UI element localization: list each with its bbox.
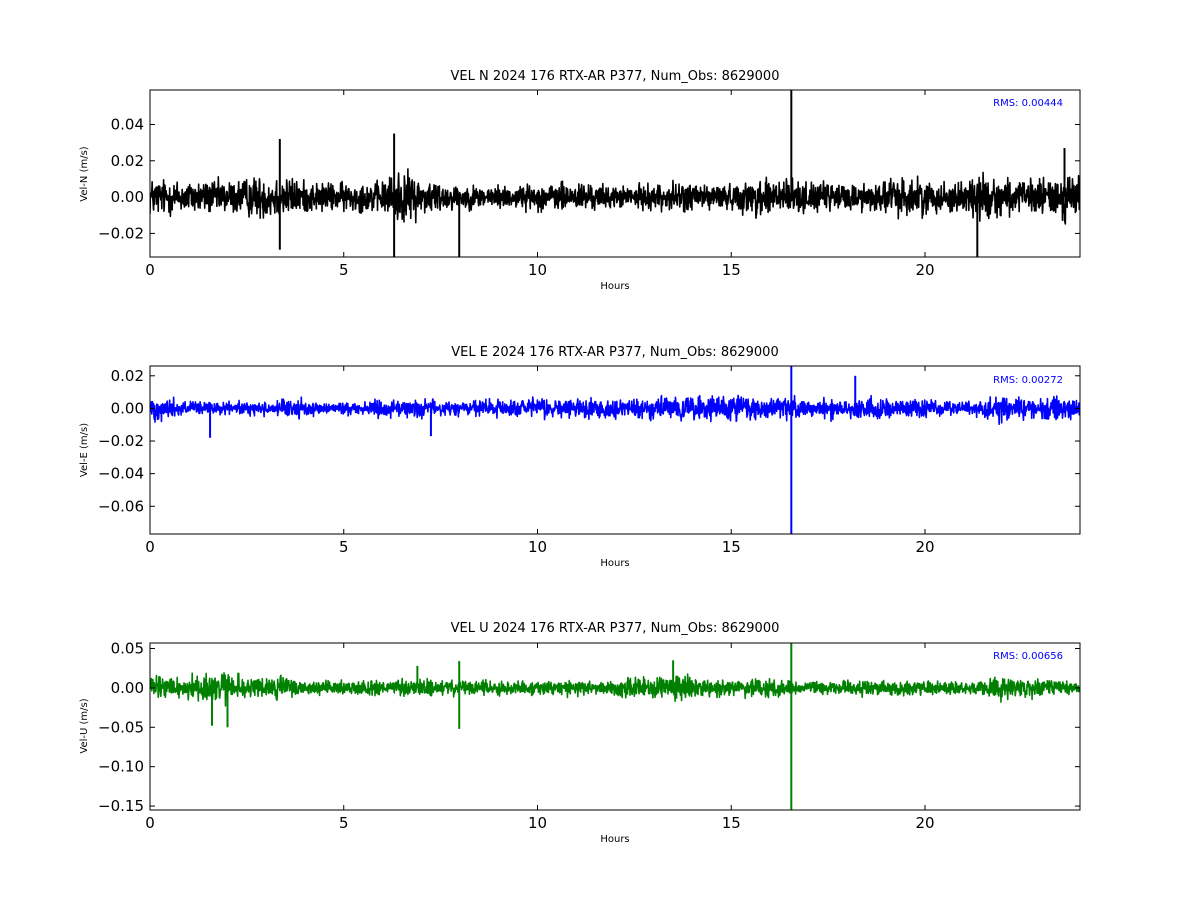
series-line-vel-n — [150, 168, 1080, 225]
x-tick-label-vel-e-0: 0 — [145, 538, 155, 556]
y-tick-label-vel-u-4: 0.05 — [111, 640, 144, 658]
x-tick-label-vel-e-4: 20 — [915, 538, 934, 556]
panel-vel-e: VEL E 2024 176 RTX-AR P377, Num_Obs: 862… — [79, 345, 1081, 569]
y-tick-label-vel-u-3: 0.00 — [111, 679, 144, 697]
y-tick-label-vel-u-2: −0.05 — [98, 718, 144, 736]
y-axis-label-vel-u: Vel-U (m/s) — [79, 698, 90, 753]
y-tick-label-vel-e-1: −0.04 — [98, 465, 144, 483]
y-tick-label-vel-e-2: −0.02 — [98, 432, 144, 450]
axes-frame-vel-u — [149, 642, 1081, 811]
x-axis-label-vel-e: Hours — [600, 558, 629, 569]
series-line-vel-e — [150, 394, 1080, 426]
y-tick-label-vel-n-0: −0.02 — [98, 224, 144, 242]
rms-annotation-vel-n: RMS: 0.00444 — [993, 98, 1063, 109]
series-line-vel-u — [150, 672, 1080, 707]
y-tick-label-vel-e-4: 0.02 — [111, 367, 144, 385]
panel-title-vel-u: VEL U 2024 176 RTX-AR P377, Num_Obs: 862… — [451, 621, 780, 636]
x-tick-label-vel-u-2: 10 — [528, 814, 547, 832]
y-tick-label-vel-u-0: −0.15 — [98, 797, 144, 815]
panel-title-vel-e: VEL E 2024 176 RTX-AR P377, Num_Obs: 862… — [451, 345, 778, 360]
x-tick-label-vel-n-1: 5 — [339, 261, 349, 279]
y-tick-label-vel-e-3: 0.00 — [111, 399, 144, 417]
x-tick-label-vel-e-1: 5 — [339, 538, 349, 556]
panel-title-vel-n: VEL N 2024 176 RTX-AR P377, Num_Obs: 862… — [451, 69, 780, 84]
x-tick-label-vel-u-3: 15 — [722, 814, 741, 832]
x-tick-label-vel-u-1: 5 — [339, 814, 349, 832]
y-axis-label-vel-n: Vel-N (m/s) — [79, 146, 90, 201]
y-tick-label-vel-n-1: 0.00 — [111, 188, 144, 206]
x-tick-label-vel-u-4: 20 — [915, 814, 934, 832]
x-tick-label-vel-n-2: 10 — [528, 261, 547, 279]
x-axis-label-vel-n: Hours — [600, 281, 629, 292]
axes-frame-vel-e — [149, 365, 1081, 535]
rms-annotation-vel-u: RMS: 0.00656 — [993, 651, 1063, 662]
y-tick-label-vel-n-2: 0.02 — [111, 152, 144, 170]
panel-vel-n: VEL N 2024 176 RTX-AR P377, Num_Obs: 862… — [79, 69, 1081, 292]
x-tick-label-vel-n-4: 20 — [915, 261, 934, 279]
y-tick-label-vel-n-3: 0.04 — [111, 115, 144, 133]
rms-annotation-vel-e: RMS: 0.00272 — [993, 375, 1063, 386]
x-tick-label-vel-u-0: 0 — [145, 814, 155, 832]
y-tick-label-vel-e-0: −0.06 — [98, 497, 144, 515]
y-axis-label-vel-e: Vel-E (m/s) — [79, 423, 90, 477]
y-tick-label-vel-u-1: −0.10 — [98, 758, 144, 776]
x-tick-label-vel-e-2: 10 — [528, 538, 547, 556]
axes-frame-vel-n — [149, 89, 1081, 258]
x-tick-label-vel-n-3: 15 — [722, 261, 741, 279]
x-tick-label-vel-n-0: 0 — [145, 261, 155, 279]
panel-vel-u: VEL U 2024 176 RTX-AR P377, Num_Obs: 862… — [79, 621, 1081, 845]
x-axis-label-vel-u: Hours — [600, 834, 629, 845]
x-tick-label-vel-e-3: 15 — [722, 538, 741, 556]
